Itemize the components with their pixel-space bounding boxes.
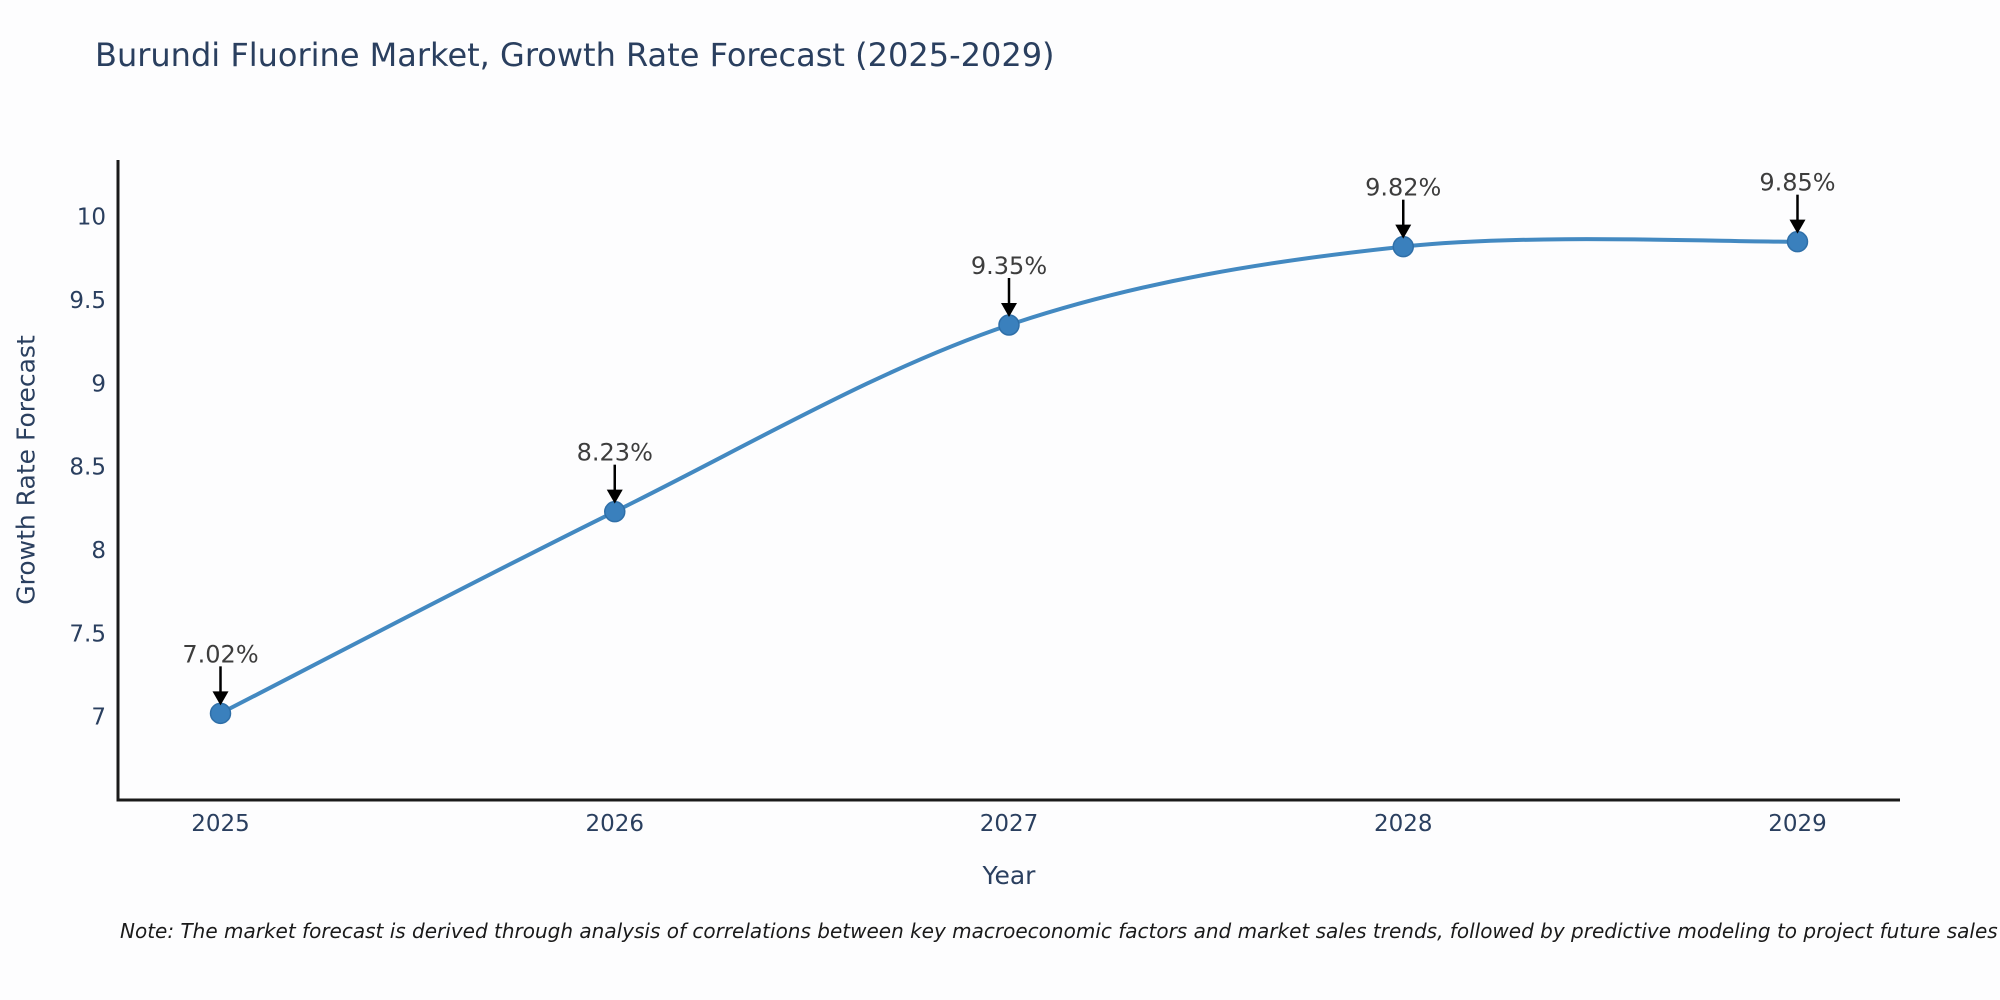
- y-tick-label: 8.5: [69, 455, 106, 481]
- data-point[interactable]: [604, 500, 626, 523]
- annotation-arrow-head: [212, 691, 229, 706]
- annotation-arrow-head: [1789, 219, 1806, 234]
- x-tick-label: 2026: [585, 811, 644, 837]
- data-point[interactable]: [1392, 235, 1414, 258]
- data-point[interactable]: [209, 702, 232, 725]
- x-tick-label: 2025: [191, 811, 250, 837]
- y-tick-label: 10: [77, 205, 106, 231]
- x-axis-title: Year: [982, 861, 1036, 890]
- annotation-arrow-head: [606, 489, 623, 504]
- y-tick-label: 9.5: [69, 288, 106, 314]
- point-value-label: 9.85%: [1759, 169, 1835, 197]
- point-value-label: 7.02%: [182, 640, 258, 668]
- x-tick-label: 2027: [980, 811, 1039, 837]
- data-point[interactable]: [998, 314, 1020, 336]
- chart-title: Burundi Fluorine Market, Growth Rate For…: [95, 36, 1055, 74]
- point-value-label: 9.35%: [971, 252, 1047, 280]
- footnote: Note: The market forecast is derived thr…: [120, 919, 1998, 943]
- data-point[interactable]: [1786, 230, 1809, 253]
- x-tick-label: 2028: [1374, 811, 1433, 837]
- annotation-arrow-head: [1395, 224, 1412, 239]
- annotation-arrow-head: [1001, 303, 1017, 317]
- y-tick-label: 7.5: [69, 621, 106, 647]
- y-tick-label: 8: [91, 538, 106, 564]
- y-tick-label: 9: [91, 371, 106, 397]
- x-tick-label: 2029: [1768, 811, 1827, 837]
- point-value-label: 8.23%: [577, 439, 653, 467]
- y-tick-label: 7: [91, 705, 106, 731]
- point-value-label: 9.82%: [1365, 174, 1441, 202]
